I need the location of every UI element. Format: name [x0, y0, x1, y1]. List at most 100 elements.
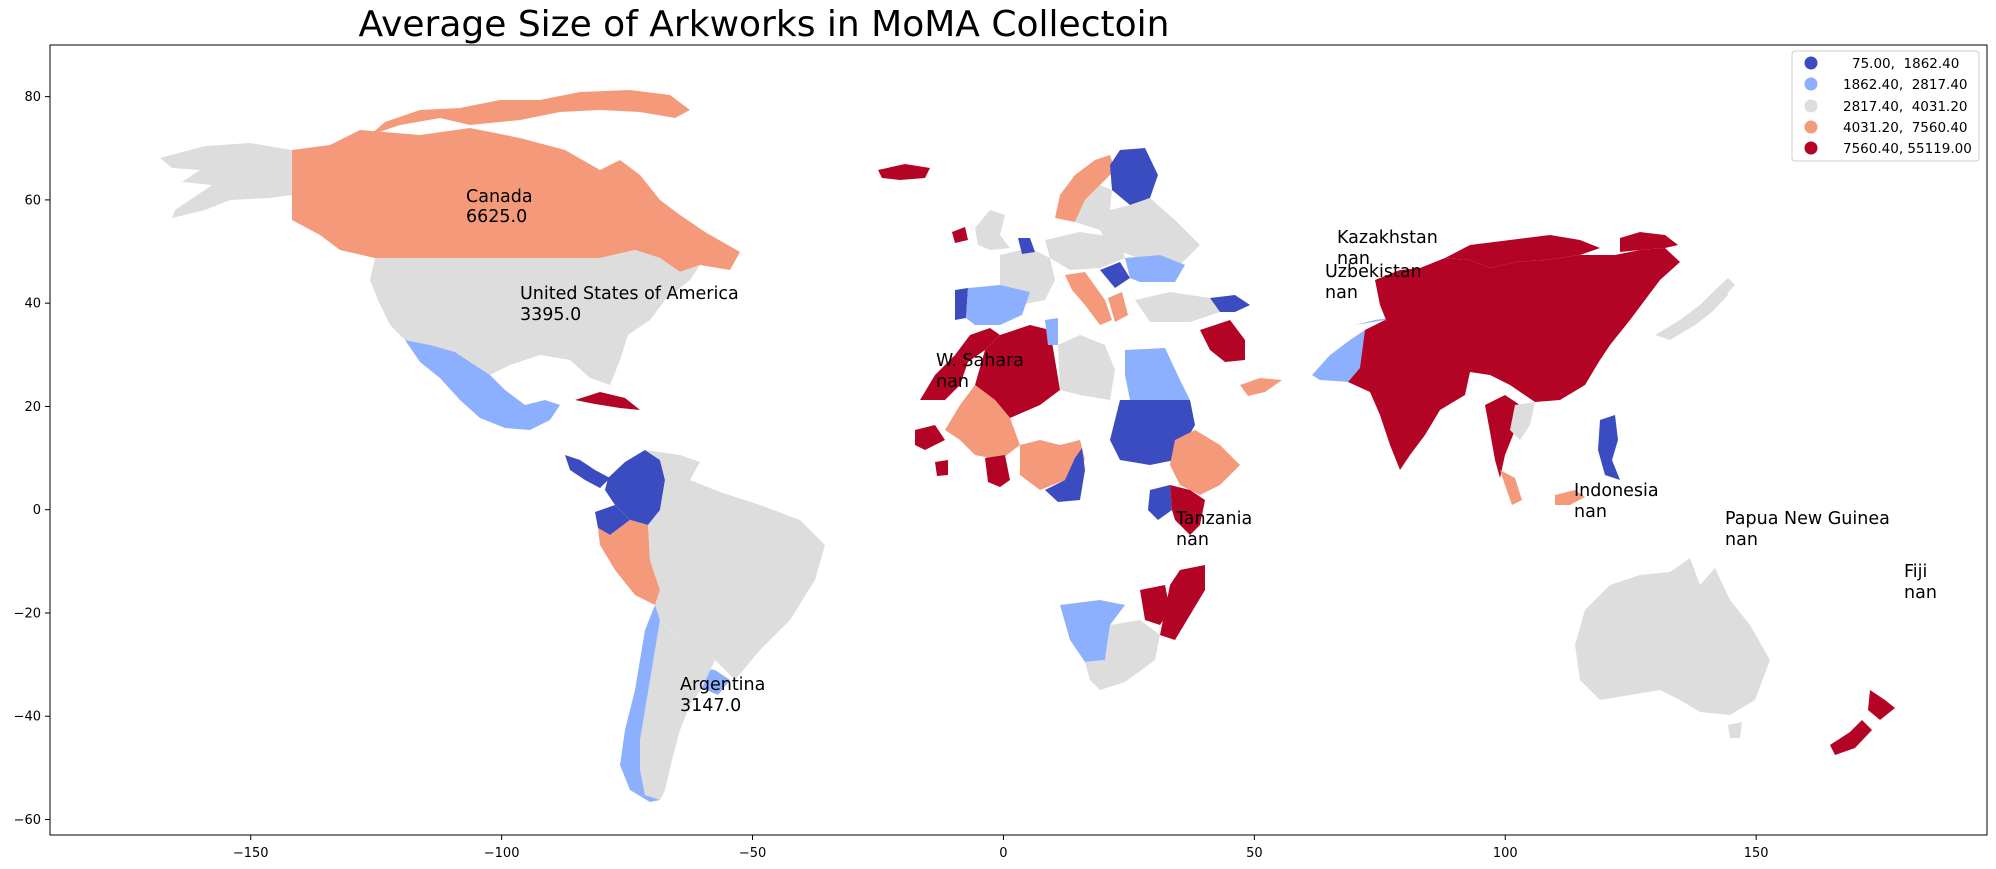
country-germany-poland	[1045, 232, 1125, 270]
annotation-papua-new-guinea: Papua New Guinea nan	[1725, 509, 1890, 550]
country-russia-west	[1100, 198, 1200, 265]
country-algeria	[975, 325, 1060, 418]
legend-marker	[1804, 99, 1818, 113]
y-tick-label: 20	[24, 400, 41, 415]
legend-entry: 7560.40, 55119.00	[1804, 141, 1972, 157]
annotation-value: nan	[1904, 583, 1937, 603]
annotation-value: nan	[1574, 502, 1607, 522]
legend-entry: 75.00, 1862.40	[1804, 56, 1959, 72]
annotation-name: Uzbekistan	[1325, 262, 1422, 282]
annotation-name: Indonesia	[1574, 481, 1659, 501]
y-tick-label: 80	[24, 90, 41, 105]
legend: 75.00, 1862.40 1862.40, 2817.40 2817.40,…	[1791, 50, 1980, 162]
annotation-value: nan	[1337, 249, 1370, 269]
country-canada-arctic	[370, 90, 690, 135]
country-alaska	[160, 143, 292, 218]
y-tick-label: −40	[14, 710, 41, 725]
country-malaysia	[1500, 470, 1522, 505]
country-australia	[1575, 558, 1770, 715]
country-colombia	[605, 450, 665, 525]
country-caucasus	[1210, 295, 1250, 312]
legend-label: 1862.40, 2817.40	[1843, 77, 1968, 93]
country-venezuela	[645, 450, 700, 480]
country-yemen	[1240, 378, 1282, 396]
annotation-value: 3147.0	[680, 696, 741, 716]
legend-box	[1791, 50, 1980, 162]
annotation-name: Argentina	[680, 675, 765, 695]
legend-entry: 1862.40, 2817.40	[1804, 77, 1968, 93]
annotation-name: Canada	[466, 187, 533, 207]
country-ireland	[952, 227, 968, 243]
annotation-canada: Canada 6625.0	[466, 187, 533, 227]
country-chile	[620, 605, 660, 802]
country-indonesia	[1555, 490, 1585, 505]
country-mozambique	[1160, 565, 1205, 640]
y-tick-label: 60	[24, 193, 41, 208]
country-myanmar-thailand	[1485, 395, 1520, 478]
country-uk	[975, 210, 1010, 250]
country-ecuador	[595, 505, 630, 535]
country-japan	[1655, 282, 1728, 340]
x-tick-label: −100	[484, 846, 520, 861]
country-cuba	[575, 392, 640, 410]
country-vietnam	[1510, 402, 1535, 440]
country-annotations: Canada 6625.0 United States of America 3…	[466, 187, 1937, 716]
annotation-name: Papua New Guinea	[1725, 509, 1890, 529]
annotation-usa: United States of America 3395.0	[520, 284, 739, 325]
x-tick-label: −150	[233, 846, 269, 861]
country-new-zealand-north	[1868, 690, 1895, 720]
country-zambia	[1140, 585, 1170, 625]
country-italy	[1065, 272, 1112, 325]
annotation-tanzania: Tanzania nan	[1175, 509, 1252, 550]
legend-marker	[1804, 77, 1818, 91]
annotation-value: nan	[936, 372, 969, 392]
plot-frame	[49, 44, 1988, 836]
country-peru	[598, 520, 660, 605]
country-mali-niger	[945, 385, 1020, 460]
annotation-uzbekistan: Uzbekistan nan	[1325, 262, 1422, 303]
legend-label: 7560.40, 55119.00	[1843, 141, 1972, 157]
x-tick-label: 150	[1744, 846, 1769, 861]
country-philippines	[1598, 415, 1620, 480]
country-bolivia	[650, 560, 700, 640]
annotation-name: Tanzania	[1175, 509, 1252, 529]
country-brazil	[648, 480, 825, 680]
country-portugal	[955, 288, 968, 320]
x-tick-label: 50	[1246, 846, 1263, 861]
legend-label: 4031.20, 7560.40	[1843, 120, 1968, 136]
legend-label: 75.00, 1862.40	[1852, 56, 1959, 72]
country-benelux	[1018, 238, 1035, 254]
annotation-value: nan	[1325, 283, 1358, 303]
country-tunisia	[1045, 318, 1058, 345]
y-tick-label: −60	[14, 813, 41, 828]
country-norway	[1055, 155, 1115, 222]
x-tick-label: 0	[999, 846, 1007, 861]
annotation-name: Kazakhstan	[1337, 228, 1438, 248]
country-egypt	[1125, 348, 1190, 400]
country-korea-russia-east	[1620, 232, 1678, 252]
country-argentina	[640, 620, 715, 800]
y-tick-label: 0	[33, 503, 41, 518]
x-axis: −150 −100 −50 0 50 100 150	[233, 835, 1769, 861]
annotation-kazakhstan: Kazakhstan nan	[1337, 228, 1438, 269]
country-w-sahara	[920, 355, 968, 400]
country-central-america	[565, 455, 610, 488]
country-south-africa	[1085, 620, 1160, 690]
country-shapes	[160, 90, 1895, 802]
annotation-value: 6625.0	[466, 207, 527, 227]
annotation-name: United States of America	[520, 284, 739, 304]
country-usa	[370, 250, 700, 385]
country-mongolia	[1445, 235, 1600, 268]
country-balkans	[1100, 262, 1130, 288]
legend-marker	[1804, 56, 1818, 70]
country-senegal	[915, 425, 945, 450]
x-tick-label: 100	[1493, 846, 1518, 861]
map-title: Average Size of Arkworks in MoMA Collect…	[359, 4, 1170, 45]
country-morocco	[955, 328, 1000, 362]
y-tick-label: 40	[24, 297, 41, 312]
legend-marker	[1804, 141, 1818, 155]
country-tanzania	[1170, 485, 1205, 535]
country-sweden	[1075, 185, 1112, 230]
country-tasmania	[1728, 722, 1742, 738]
